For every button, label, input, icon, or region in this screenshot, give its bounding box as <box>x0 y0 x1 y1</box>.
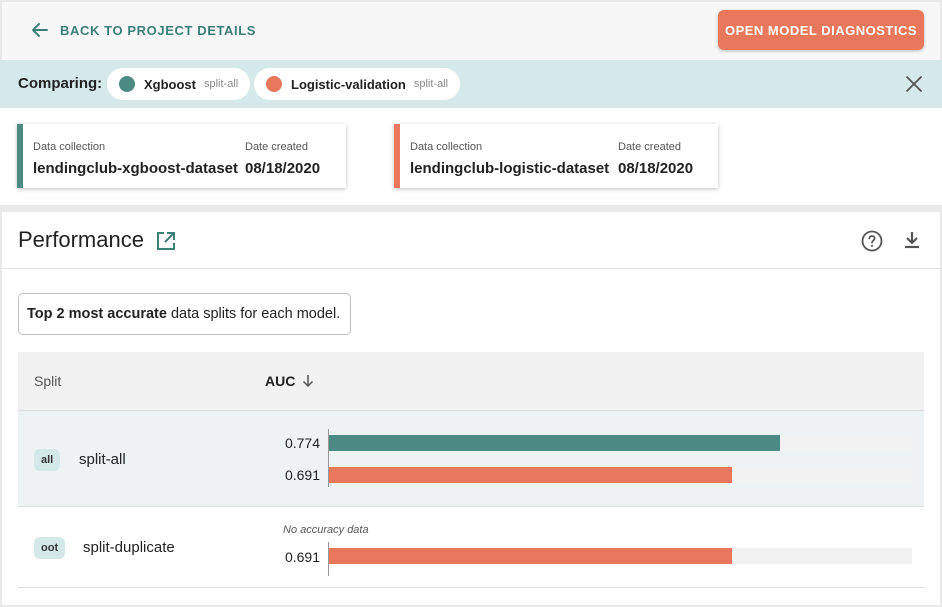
model-chip-logistic[interactable]: Logistic-validation split-all <box>254 68 461 100</box>
data-collection-label: Data collection <box>33 141 106 153</box>
split-badge: all <box>34 449 61 471</box>
model-chip-split: split-all <box>204 78 239 90</box>
date-created-value: 08/18/2020 <box>245 160 321 177</box>
table-row[interactable]: all split-all 0.774 0.691 <box>18 410 924 507</box>
bar-axis <box>328 429 329 487</box>
table-header: Split AUC <box>18 352 924 410</box>
dataset-card-xgboost: Data collection lendingclub-xgboost-data… <box>17 124 346 188</box>
close-icon[interactable] <box>904 74 924 94</box>
table-row[interactable]: oot split-duplicate No accuracy data 0.6… <box>18 508 924 588</box>
download-icon[interactable] <box>901 229 923 251</box>
arrow-left-icon <box>32 23 48 37</box>
performance-panel: Performance Top 2 most accurate data spl… <box>2 212 940 605</box>
date-created-value: 08/18/2020 <box>618 160 694 177</box>
help-icon[interactable] <box>860 229 884 253</box>
external-link-icon[interactable] <box>155 230 177 252</box>
dataset-card-logistic: Data collection lendingclub-logistic-dat… <box>394 124 718 188</box>
split-name: split-all <box>79 451 126 468</box>
top-header: BACK TO PROJECT DETAILS OPEN MODEL DIAGN… <box>2 2 940 60</box>
bar-axis <box>328 542 329 576</box>
model-color-dot <box>119 76 135 92</box>
date-created-label: Date created <box>618 141 681 153</box>
split-name: split-duplicate <box>83 539 175 556</box>
auc-bar <box>329 435 780 451</box>
data-collection-value: lendingclub-xgboost-dataset <box>33 160 239 177</box>
model-chip-name: Xgboost <box>144 76 196 92</box>
comparing-label: Comparing: <box>18 75 103 92</box>
model-chip-split: split-all <box>413 78 449 90</box>
model-chip-name: Logistic-validation <box>291 76 406 92</box>
auc-bar <box>329 548 732 564</box>
column-header-auc[interactable]: AUC <box>265 373 315 389</box>
info-text: data splits for each model. <box>166 306 341 322</box>
open-model-diagnostics-button[interactable]: OPEN MODEL DIAGNOSTICS <box>718 10 924 50</box>
no-accuracy-data-note: No accuracy data <box>283 524 369 536</box>
date-created-label: Date created <box>245 141 308 153</box>
back-to-project-link[interactable]: BACK TO PROJECT DETAILS <box>30 20 256 40</box>
model-color-dot <box>266 76 282 92</box>
auc-value-label: 0.691 <box>284 467 320 483</box>
dataset-color-stripe <box>394 124 400 188</box>
auc-bar <box>329 467 732 483</box>
dataset-color-stripe <box>17 124 23 188</box>
top-splits-info: Top 2 most accurate data splits for each… <box>18 293 351 335</box>
auc-header-label: AUC <box>265 373 296 389</box>
auc-value-label: 0.774 <box>284 435 320 451</box>
dataset-cards-area: Data collection lendingclub-xgboost-data… <box>0 108 942 205</box>
comparing-bar: Comparing: Xgboost split-all Logistic-va… <box>0 60 942 108</box>
back-link-label: BACK TO PROJECT DETAILS <box>60 22 257 38</box>
info-bold-text: Top 2 most accurate <box>27 306 167 322</box>
auc-value-label: 0.691 <box>284 549 320 565</box>
split-badge: oot <box>34 537 66 559</box>
divider <box>2 268 940 269</box>
data-collection-value: lendingclub-logistic-dataset <box>410 160 610 177</box>
column-header-split: Split <box>34 373 62 389</box>
data-collection-label: Data collection <box>410 141 483 153</box>
model-chip-xgboost[interactable]: Xgboost split-all <box>107 68 251 100</box>
performance-title: Performance <box>18 227 144 252</box>
arrow-down-icon <box>303 375 314 388</box>
